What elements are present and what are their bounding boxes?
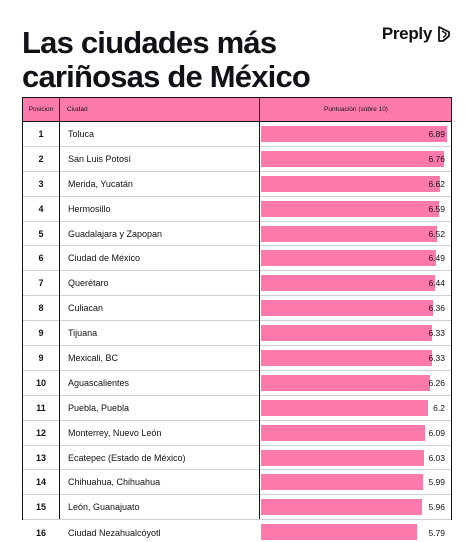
table-row: 11 Puebla, Puebla 6.2	[23, 396, 451, 421]
table-row: 7 Querétaro 6.44	[23, 271, 451, 297]
score-value: 6.89	[428, 128, 445, 139]
table-row: 6 Ciudad de México 6.49	[23, 246, 451, 272]
title-line-2: cariñosas de México	[22, 59, 311, 94]
header-position: Posicion	[28, 106, 54, 113]
score-bar	[261, 399, 429, 416]
table-row: 4 Hermosillo 6.59	[23, 197, 451, 222]
score-bar	[261, 449, 424, 466]
brand-logo: Preply	[382, 24, 452, 44]
score-value: 6.44	[428, 278, 445, 289]
row-position: 10	[35, 377, 46, 388]
row-position: 9	[38, 328, 44, 339]
score-bar	[261, 225, 437, 242]
score-bar	[261, 300, 433, 317]
score-bar	[261, 200, 439, 217]
score-bar	[261, 150, 444, 167]
table-header: Posicion Ciudad Puntuación (sobre 10)	[23, 98, 451, 122]
row-position: 1	[38, 128, 44, 139]
ranking-table: Posicion Ciudad Puntuación (sobre 10) 1 T…	[22, 97, 452, 541]
row-city: Culiacan	[68, 303, 104, 314]
header-city: Ciudad	[67, 106, 88, 113]
score-value: 6.03	[428, 452, 445, 463]
row-city: Tijuana	[68, 328, 98, 339]
score-value: 6.09	[428, 427, 445, 438]
row-city: Toluca	[68, 128, 95, 139]
page-title: Las ciudades más cariñosas de México	[22, 26, 352, 94]
row-position: 13	[35, 452, 46, 463]
row-position: 16	[35, 527, 46, 538]
brand-name: Preply	[381, 24, 432, 43]
row-city: Mexicali, BC	[68, 352, 119, 363]
title-line-1: Las ciudades más	[22, 25, 277, 60]
row-position: 3	[38, 178, 44, 189]
score-value: 6.33	[428, 352, 445, 363]
table-row: 14 Chihuahua, Chihuahua 5.99	[23, 470, 451, 496]
row-city: Guadalajara y Zapopan	[68, 228, 163, 239]
row-city: Hermosillo	[68, 203, 111, 214]
row-position: 14	[35, 477, 46, 488]
score-value: 6.59	[428, 203, 445, 214]
score-value: 6.62	[428, 178, 445, 189]
row-city: Ciudad Nezahualcóyotl	[68, 527, 161, 538]
row-position: 5	[38, 228, 44, 239]
table-row: 5 Guadalajara y Zapopan 6.52	[23, 222, 451, 247]
score-value: 6.26	[428, 377, 445, 388]
row-city: San Luis Potosí	[68, 153, 132, 164]
table-row: 8 Culiacan 6.36	[23, 296, 451, 322]
row-city: Aguascalientes	[68, 377, 130, 388]
score-value: 5.96	[428, 502, 445, 513]
score-bar	[261, 524, 418, 541]
table-row: 1 Toluca 6.89	[23, 122, 451, 147]
row-position: 6	[38, 253, 44, 264]
row-city: Ciudad de México	[68, 253, 141, 264]
column-divider	[259, 98, 260, 519]
score-bar	[261, 250, 437, 267]
score-bar	[261, 175, 440, 192]
score-value: 5.99	[428, 477, 445, 488]
row-city: Monterrey, Nuevo León	[68, 427, 162, 438]
row-position: 8	[38, 303, 44, 314]
row-position: 12	[35, 427, 46, 438]
score-bar	[261, 374, 430, 391]
score-bar	[261, 474, 423, 491]
table-row: 13 Ecatepec (Estado de México) 6.03	[23, 446, 451, 471]
row-position: 2	[38, 153, 44, 164]
row-city: Querétaro	[68, 278, 109, 289]
score-value: 5.79	[428, 527, 445, 538]
table-body: 1 Toluca 6.89 2 San Luis Potosí 6.76 3 Merida, …	[23, 122, 451, 542]
table-row: 2 San Luis Potosí 6.76	[23, 147, 451, 172]
preply-logo-icon	[438, 26, 450, 42]
row-city: Merida, Yucatán	[68, 178, 133, 189]
score-value: 6.33	[428, 328, 445, 339]
score-bar	[261, 350, 432, 367]
score-value: 6.76	[428, 153, 445, 164]
row-city: Puebla, Puebla	[68, 402, 130, 413]
score-value: 6.52	[428, 228, 445, 239]
row-position: 15	[35, 502, 46, 513]
table-row: 12 Monterrey, Nuevo León 6.09	[23, 421, 451, 446]
score-value: 6.36	[428, 303, 445, 314]
row-position: 9	[38, 352, 44, 363]
score-value: 6.49	[428, 253, 445, 264]
table-row: 15 León, Guanajuato 5.96	[23, 495, 451, 521]
table-row: 10 Aguascalientes 6.26	[23, 371, 451, 396]
row-city: León, Guanajuato	[68, 502, 140, 513]
table-row: 16 Ciudad Nezahualcóyotl 5.79	[23, 520, 451, 542]
score-value: 6.2	[433, 402, 445, 413]
table-row: 9 Tijuana 6.33	[23, 321, 451, 347]
score-bar	[261, 325, 432, 342]
table-row: 9 Mexicali, BC 6.33	[23, 346, 451, 371]
score-bar	[261, 424, 426, 441]
row-position: 11	[36, 402, 46, 413]
row-city: Chihuahua, Chihuahua	[68, 477, 161, 488]
row-position: 7	[38, 278, 44, 289]
score-bar	[261, 499, 422, 516]
score-bar	[261, 126, 447, 142]
row-city: Ecatepec (Estado de México)	[68, 452, 186, 463]
table-row: 3 Merida, Yucatán 6.62	[23, 172, 451, 197]
header-score: Puntuación (sobre 10)	[324, 106, 388, 113]
column-divider	[59, 98, 60, 519]
row-position: 4	[38, 203, 44, 214]
score-bar	[261, 275, 435, 292]
